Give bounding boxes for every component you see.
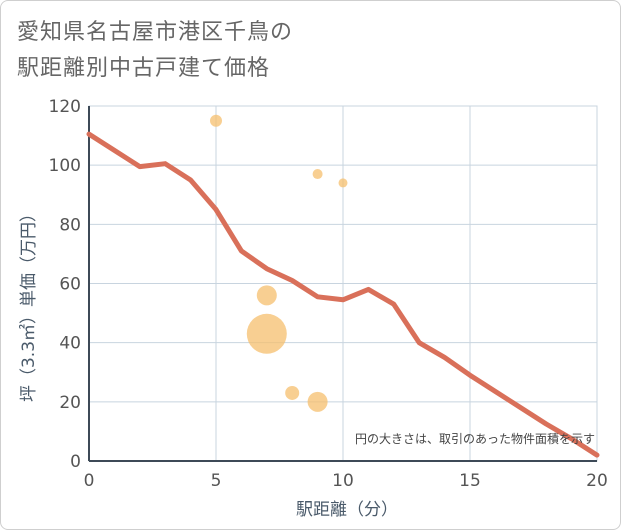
x-tick-label: 20 [586, 471, 608, 491]
data-point [307, 391, 328, 412]
data-point [312, 169, 323, 180]
y-tick-label: 40 [59, 334, 81, 354]
y-tick-label: 0 [70, 452, 81, 472]
x-tick-label: 10 [332, 471, 354, 491]
chart-title: 愛知県名古屋市港区千鳥の 駅距離別中古戸建て価格 [17, 15, 293, 87]
y-tick-label: 60 [59, 275, 81, 295]
data-point [338, 178, 348, 188]
data-point [246, 313, 287, 354]
x-tick-label: 5 [211, 471, 222, 491]
y-tick-label: 80 [59, 215, 81, 235]
x-axis-label: 駅距離（分） [296, 500, 398, 520]
y-tick-label: 120 [49, 97, 81, 117]
y-tick-label: 100 [49, 156, 81, 176]
size-note: 円の大きさは、取引のあった物件面積を示す [355, 431, 595, 446]
data-point [256, 285, 277, 306]
y-tick-label: 20 [59, 393, 81, 413]
x-tick-label: 15 [459, 471, 481, 491]
data-point [210, 114, 222, 127]
title-line-2: 駅距離別中古戸建て価格 [17, 56, 271, 81]
title-line-1: 愛知県名古屋市港区千鳥の [17, 20, 294, 45]
trend-line [86, 131, 600, 458]
data-point [285, 385, 300, 400]
x-tick-label: 0 [84, 471, 95, 491]
y-axis-label: 坪（3.3㎡）単価（万円） [19, 205, 39, 402]
